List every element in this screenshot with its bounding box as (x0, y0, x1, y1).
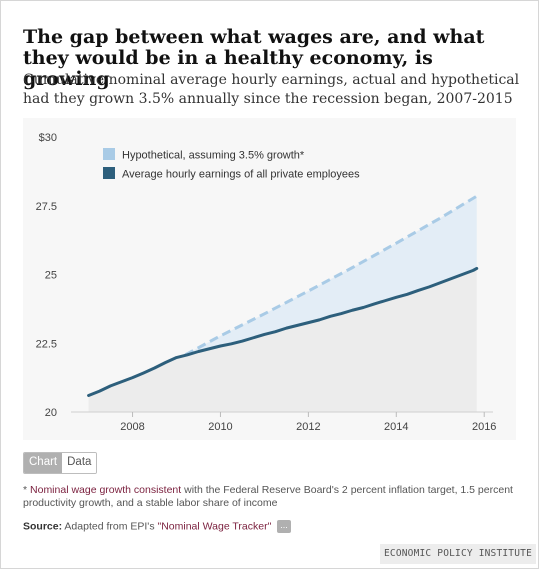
y-tick-label: $30 (39, 132, 57, 144)
y-tick-label: 27.5 (36, 201, 57, 213)
legend-label: Hypothetical, assuming 3.5% growth* (122, 150, 305, 162)
actual-line (87, 266, 479, 397)
source-link[interactable]: "Nominal Wage Tracker" (157, 520, 272, 533)
legend-swatch (103, 167, 115, 179)
chart-subtitle: Cumulative nominal average hourly earnin… (23, 72, 520, 107)
source-line: Source: Adapted from EPI's "Nominal Wage… (23, 520, 523, 533)
source-prefix: Adapted from EPI's (62, 520, 158, 533)
x-tick-label: 2008 (120, 421, 144, 433)
hypothetical-line (184, 194, 478, 357)
y-tick-label: 20 (45, 407, 57, 419)
x-tick-label: 2010 (208, 421, 232, 433)
legend-label: Average hourly earnings of all private e… (122, 169, 360, 181)
chart-panel: $30 27.5 25 22.5 20 2008 2010 2012 2014 2016 Hypot… (23, 118, 516, 440)
chart-view-button[interactable]: Chart (24, 453, 63, 473)
source-label: Source: (23, 520, 63, 533)
line-chart: $30 27.5 25 22.5 20 2008 2010 2012 2014 2016 Hypot… (36, 132, 497, 433)
view-toggle: Chart Data (23, 452, 98, 474)
y-tick-label: 22.5 (36, 338, 57, 350)
y-tick-label: 25 (45, 270, 57, 282)
data-view-button[interactable]: Data (62, 453, 97, 473)
chart-title: The gap between what wages are, and what… (23, 26, 485, 90)
footnote: * Nominal wage growth consistent with th… (23, 484, 523, 510)
footnote-link[interactable]: Nominal wage growth consistent (30, 484, 182, 496)
legend-swatch (103, 148, 115, 160)
x-tick-label: 2014 (384, 421, 408, 433)
brand-logo: ECONOMIC POLICY INSTITUTE (380, 544, 536, 564)
footnote-text: with the Federal Reserve Board's 2 perce… (23, 484, 513, 509)
x-tick-label: 2016 (472, 421, 496, 433)
x-tick-label: 2012 (296, 421, 320, 433)
actual-area (88, 268, 477, 412)
footnote-marker: * (23, 484, 28, 496)
more-button[interactable]: ... (277, 520, 291, 533)
